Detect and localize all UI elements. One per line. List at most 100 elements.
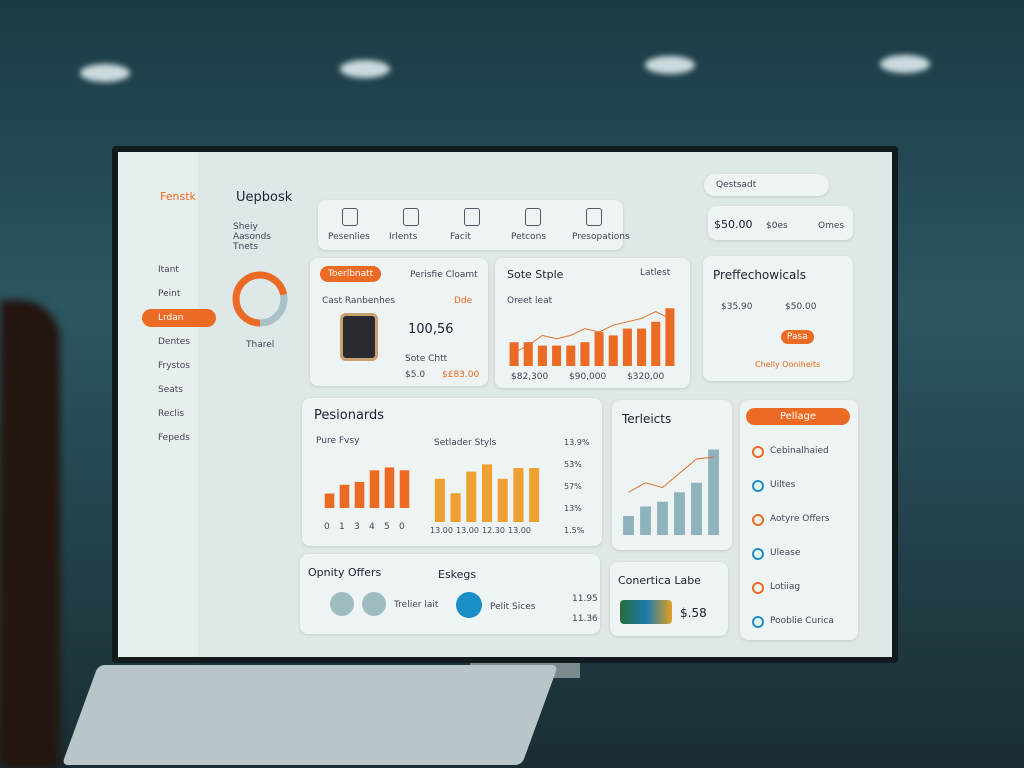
x-label: $320,00	[627, 372, 665, 382]
trend-line	[513, 311, 671, 353]
list-item[interactable]: Cebinalhaied	[770, 446, 829, 456]
bar	[640, 506, 651, 535]
list-item[interactable]: Pooblie Curica	[770, 616, 834, 626]
list-item[interactable]: Uiltes	[770, 480, 796, 490]
toolbar: Pesenlies Irlents Facit Petcons Presopations	[318, 200, 630, 250]
header-subtitle: Sheiy Aasonds Tnets	[233, 222, 271, 252]
product-card: Toerlbnatt Perisfie Cloamt Cast Ranbenhe…	[310, 258, 488, 386]
list-icon	[752, 548, 764, 560]
item: Trelier lait	[394, 600, 439, 610]
tool-label[interactable]: Presopations	[572, 232, 630, 242]
bar	[369, 470, 380, 508]
y-label: 13%	[564, 504, 582, 513]
tool-label[interactable]: Petcons	[511, 232, 547, 242]
bar	[708, 449, 719, 535]
check-icon	[456, 592, 482, 618]
nav-item[interactable]: Dentes	[158, 337, 190, 347]
value: $35.90	[721, 302, 753, 312]
value: 11.95	[572, 594, 598, 604]
bar	[674, 492, 685, 535]
tool-label[interactable]: Facit	[450, 232, 471, 242]
label: Pure Fvsy	[316, 436, 360, 446]
bar	[651, 321, 661, 366]
map-thumb	[620, 600, 672, 624]
ceiling-light	[880, 55, 930, 73]
stats: $50.00 $0es Omes	[708, 206, 853, 240]
x-label: 13.00	[508, 526, 531, 535]
price: $5.0	[405, 370, 426, 380]
pellage-card: Pellage Cebinalhaied Uiltes Aotyre Offers U…	[740, 400, 858, 640]
chart	[324, 467, 410, 508]
bar	[481, 464, 493, 522]
nav-item[interactable]: Lrdan	[158, 313, 184, 323]
bar	[608, 335, 618, 366]
bar	[384, 467, 395, 508]
list-item[interactable]: Ulease	[770, 548, 801, 558]
chart	[623, 449, 719, 535]
ceiling-light	[80, 64, 130, 82]
bar	[691, 482, 702, 535]
list-item[interactable]: Aotyre Offers	[770, 514, 830, 524]
keyboard	[61, 665, 559, 765]
bar	[497, 478, 508, 522]
bar	[339, 484, 350, 508]
price: $£83.00	[442, 370, 480, 380]
nav-item[interactable]: Itant	[158, 265, 179, 275]
bar	[594, 332, 604, 366]
bar	[665, 308, 675, 366]
nav-active	[142, 309, 216, 327]
tool-label[interactable]: Irlents	[389, 232, 418, 242]
item: Pelit Sices	[490, 602, 536, 612]
nav-item[interactable]: Frystos	[158, 361, 190, 371]
label: Setlader Styls	[434, 438, 497, 448]
nav-item[interactable]: Seats	[158, 385, 183, 395]
list-item[interactable]: Lotiiag	[770, 582, 801, 592]
x-label: 3	[354, 522, 360, 532]
tool-icon	[586, 208, 602, 226]
nav-item[interactable]: Peint	[158, 289, 181, 299]
sidebar: Fenstk Itant Peint Lrdan Dentes Frystos Seats…	[118, 152, 216, 657]
value: 100,56	[408, 322, 454, 337]
bar	[580, 342, 590, 366]
x-label: 4	[369, 522, 375, 532]
list-icon	[752, 582, 764, 594]
chart	[509, 308, 675, 366]
tool-icon	[464, 208, 480, 226]
dropdown[interactable]: Latlest	[640, 268, 671, 278]
x-label: 5	[384, 522, 390, 532]
person	[0, 300, 60, 768]
donut-arc	[232, 271, 288, 327]
card-title: Terleicts	[622, 412, 672, 426]
x-label: 12.30	[482, 526, 505, 535]
link[interactable]: Chelly Ooniheits	[755, 360, 821, 369]
screen: Fenstk Itant Peint Lrdan Dentes Frystos Seats…	[112, 146, 898, 663]
button[interactable]: Pasa	[781, 330, 814, 344]
bar	[623, 516, 634, 535]
card-title: Preffechowicals	[713, 268, 806, 282]
dropdown[interactable]: Dde	[454, 296, 473, 306]
tool-icon	[525, 208, 541, 226]
donut-label: Tharel	[246, 340, 275, 350]
tool-label[interactable]: Pesenlies	[328, 232, 370, 242]
terleicts-card: Terleicts	[612, 400, 732, 550]
bar	[434, 478, 445, 522]
filter[interactable]: Perisfie Cloamt	[410, 270, 478, 280]
value: $.58	[680, 606, 707, 620]
x-label: 1	[339, 522, 345, 532]
nav-item[interactable]: Reclis	[158, 409, 185, 419]
x-label: 13.00	[430, 526, 453, 535]
nav-item[interactable]: Fepeds	[158, 433, 190, 443]
header-title: Uepbosk	[236, 190, 293, 205]
bar	[622, 328, 632, 366]
search[interactable]: Qestsadt	[704, 174, 829, 196]
card-title: Opnity Offers	[308, 566, 382, 579]
bar	[466, 471, 477, 522]
bar	[637, 328, 647, 366]
stat: $0es	[766, 221, 788, 231]
bar	[324, 493, 335, 508]
tool-icon	[342, 208, 358, 226]
tab[interactable]: Toerlbnatt	[320, 266, 382, 282]
button[interactable]: Pellage	[746, 408, 850, 425]
